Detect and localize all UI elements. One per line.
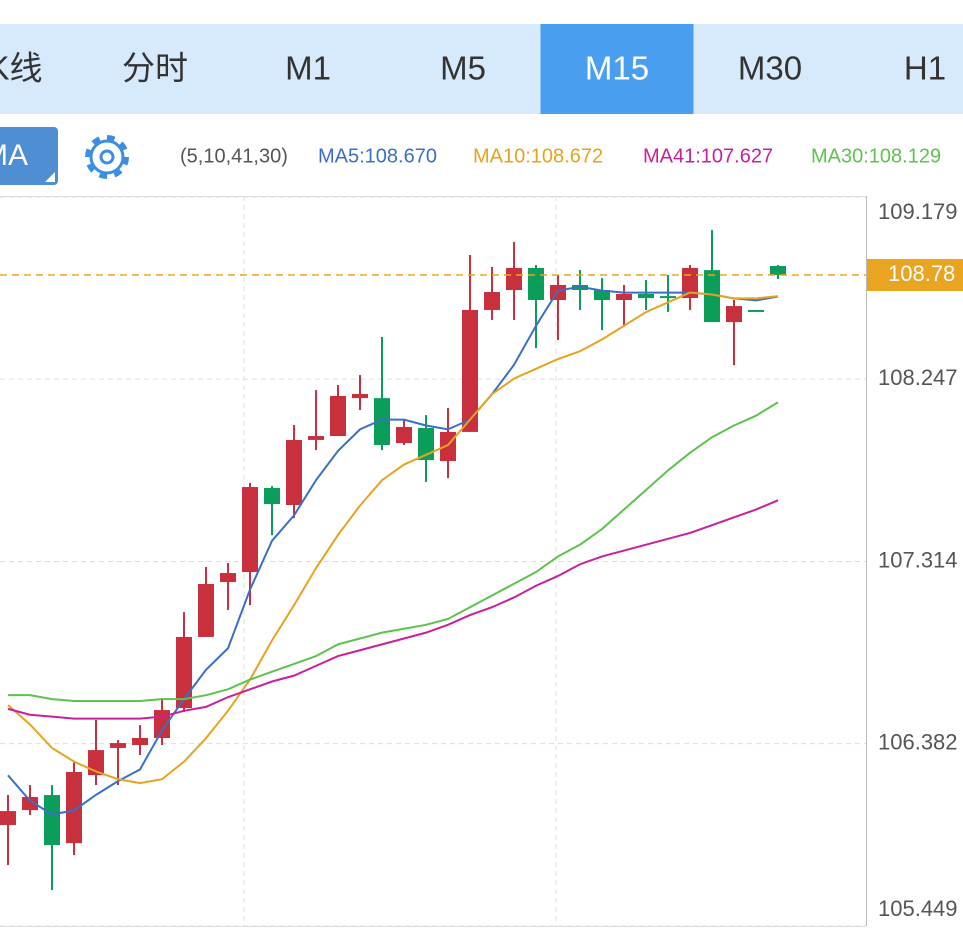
y-tick-label: 109.179 <box>878 199 958 224</box>
tab-label[interactable]: H1 <box>904 50 946 87</box>
candle-body <box>726 306 742 323</box>
candle-body <box>198 583 214 637</box>
candle-body <box>374 398 390 446</box>
y-tick-label: 108.247 <box>878 365 958 390</box>
gear-teeth <box>85 135 129 179</box>
candle-body <box>132 737 148 746</box>
indicator-params: (5,10,41,30) <box>180 145 288 167</box>
tab-label[interactable]: M1 <box>285 50 331 87</box>
legend-entry: MA10:108.672 <box>473 145 603 167</box>
candle-body <box>22 797 38 811</box>
candle-body <box>396 427 412 444</box>
candle-body <box>484 291 500 310</box>
ma-line <box>7 291 779 785</box>
candle-body <box>110 743 126 748</box>
y-tick-label: 106.382 <box>878 729 958 754</box>
tab-label[interactable]: 分时 <box>122 50 188 87</box>
tab-label[interactable]: M30 <box>738 50 802 87</box>
candle-body <box>242 487 258 573</box>
candle-body <box>770 265 786 275</box>
tabs: K线 分时 M1 M5 M15 M30 H1 <box>0 24 946 114</box>
candle-body <box>44 795 60 846</box>
legend-entry: MA41:107.627 <box>643 145 773 167</box>
candle-body <box>616 293 632 300</box>
last-price-tag <box>867 258 963 291</box>
tab-label[interactable]: M15 <box>585 50 649 87</box>
indicator-button[interactable] <box>0 127 58 185</box>
ma-line <box>7 285 779 816</box>
settings-icon[interactable] <box>85 135 129 179</box>
tab-label[interactable]: K线 <box>0 50 43 87</box>
candle-body <box>66 771 82 844</box>
y-tick-label: 105.449 <box>878 896 958 921</box>
gear-body <box>89 139 125 175</box>
candle-body <box>176 636 192 709</box>
gear-hole <box>99 149 115 165</box>
candle-body <box>506 267 522 291</box>
button-corner <box>45 172 55 182</box>
last-price-label: 108.78 <box>888 261 955 286</box>
y-tick-label: 107.314 <box>878 547 958 572</box>
indicator-button-label: MA <box>0 139 28 172</box>
ma-line <box>8 401 779 703</box>
candle-body <box>704 270 720 323</box>
candle-body <box>638 293 654 299</box>
candle-body <box>594 290 610 300</box>
candle-body <box>220 573 236 583</box>
candle-body <box>264 488 280 505</box>
tab-bar <box>0 24 963 114</box>
legend-entry: MA30:108.129 <box>811 145 941 167</box>
legend-entry: MA5:108.670 <box>318 145 437 167</box>
candle-body <box>330 395 346 437</box>
selected-tab <box>540 24 694 114</box>
tab-label[interactable]: M5 <box>440 50 486 87</box>
candle-body <box>352 394 368 399</box>
candle-body <box>286 439 302 506</box>
ma-line <box>7 499 779 720</box>
candle-body <box>462 309 478 432</box>
candle-body <box>0 811 16 825</box>
candle-body <box>528 267 544 300</box>
candle-body <box>308 436 324 440</box>
candle-body <box>660 296 676 299</box>
candle-body <box>748 309 764 312</box>
